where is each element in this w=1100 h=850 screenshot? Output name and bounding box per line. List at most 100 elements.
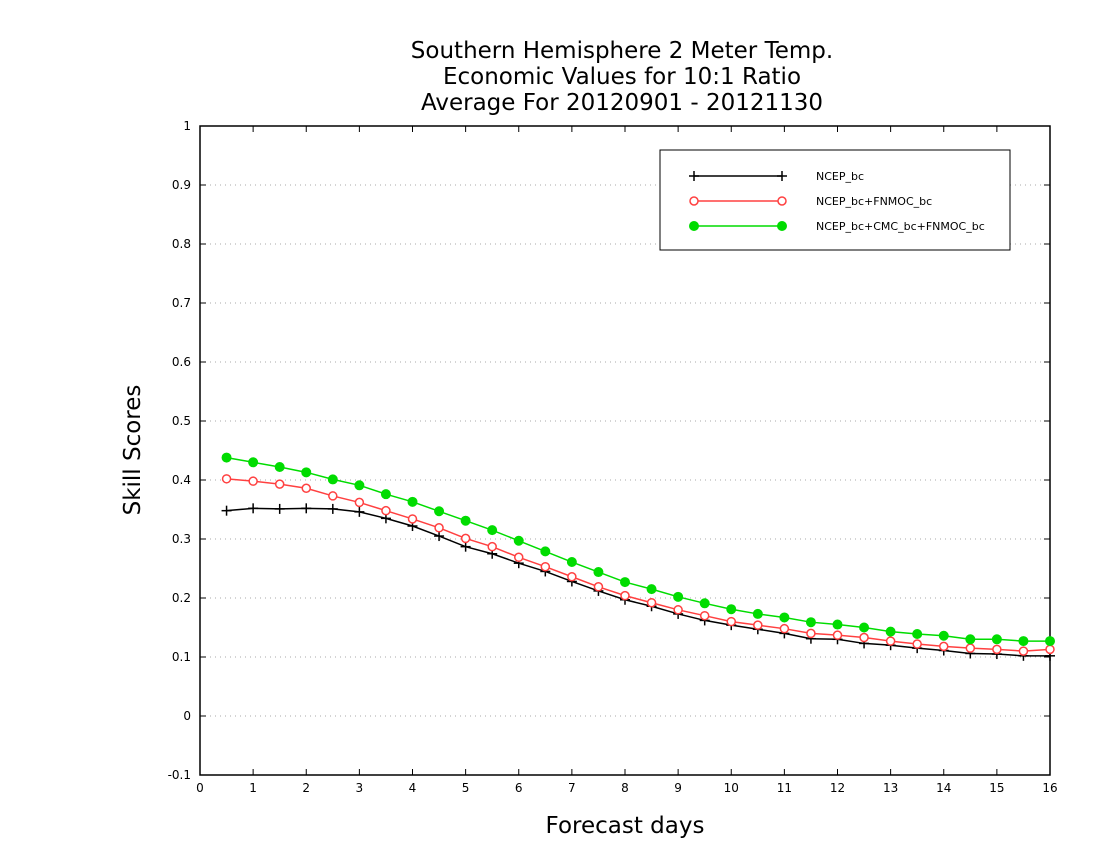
data-point [248, 457, 259, 468]
data-point [832, 619, 843, 630]
data-point [885, 636, 896, 646]
y-axis-label: Skill Scores [120, 385, 146, 516]
x-tick-label: 1 [249, 781, 257, 795]
data-point [1018, 646, 1029, 656]
data-point [380, 489, 391, 500]
data-point [301, 483, 311, 494]
data-point [832, 630, 843, 640]
data-point [859, 632, 869, 643]
y-tick-label: 0.4 [172, 473, 191, 487]
x-axis-ticks: 0 1 2 3 4 5 6 7 8 9 10 11 12 13 14 15 16 [196, 126, 1058, 795]
data-point [805, 617, 816, 628]
data-point [938, 630, 949, 641]
y-axis-ticks: -0.1 0 0.1 0.2 0.3 0.4 0.5 0.6 0.7 0.8 0.9 1 [168, 119, 1050, 782]
data-point [540, 561, 551, 572]
x-tick-label: 12 [830, 781, 845, 795]
data-point [965, 634, 976, 645]
data-point [354, 480, 365, 491]
data-point [699, 610, 710, 621]
x-tick-label: 14 [936, 781, 951, 795]
data-point [699, 598, 710, 609]
y-tick-label: 0 [183, 709, 191, 723]
data-point [726, 604, 737, 615]
data-point [407, 496, 418, 507]
y-tick-label: 0.2 [172, 591, 191, 605]
x-tick-label: 8 [621, 781, 629, 795]
data-point [248, 503, 259, 514]
data-point [221, 474, 232, 484]
data-point [965, 643, 976, 653]
data-point [487, 525, 498, 536]
data-point [646, 584, 657, 595]
y-tick-label: 0.5 [172, 414, 191, 428]
grid [200, 184, 1050, 717]
data-point [673, 605, 683, 615]
data-point [593, 582, 604, 592]
x-tick-label: 9 [674, 781, 682, 795]
y-tick-label: -0.1 [168, 768, 191, 782]
data-point [274, 479, 285, 489]
series-0 [221, 503, 1055, 661]
data-point [726, 616, 736, 627]
legend-item: NCEP_bc [689, 170, 864, 183]
data-point [514, 552, 524, 563]
data-point [434, 523, 444, 533]
chart-title-line: Southern Hemisphere 2 Meter Temp. [411, 38, 833, 64]
data-point [753, 620, 763, 630]
chart-title-line: Average For 20120901 - 20121130 [421, 90, 823, 116]
data-point [646, 597, 657, 608]
legend: NCEP_bc NCEP_bc+FNMOC_bc NCEP_bc+CMC_bc+FN… [659, 149, 1011, 251]
data-point [327, 503, 338, 514]
data-point [327, 474, 338, 485]
chart-title: Southern Hemisphere 2 Meter Temp.Economi… [411, 38, 833, 116]
series-line [226, 507, 1050, 657]
x-tick-label: 6 [515, 781, 523, 795]
series-2 [221, 452, 1055, 647]
data-point [673, 591, 684, 602]
data-point [354, 497, 365, 508]
data-point [859, 622, 870, 633]
legend-label: NCEP_bc [816, 170, 864, 183]
x-tick-label: 13 [883, 781, 898, 795]
legend-label: NCEP_bc+FNMOC_bc [816, 195, 932, 208]
legend-marker [689, 171, 699, 181]
x-axis-label: Forecast days [546, 813, 705, 839]
chart-title-line: Economic Values for 10:1 Ratio [443, 64, 801, 90]
legend-marker [777, 171, 787, 181]
series-layer [221, 452, 1055, 661]
x-tick-label: 2 [302, 781, 310, 795]
series-line [226, 456, 1050, 642]
data-point [939, 641, 949, 652]
legend-label: NCEP_bc+CMC_bc+FNMOC_bc [816, 220, 985, 233]
y-tick-label: 0.8 [172, 237, 191, 251]
data-point [806, 628, 816, 639]
data-point [248, 476, 258, 486]
x-tick-label: 10 [724, 781, 739, 795]
data-point [513, 535, 524, 546]
data-point [274, 503, 285, 514]
data-point [381, 505, 391, 516]
data-point [434, 531, 445, 542]
data-point [593, 567, 604, 578]
legend-marker [777, 221, 787, 231]
data-point [221, 505, 232, 516]
y-tick-label: 0.9 [172, 178, 191, 192]
data-point [912, 628, 923, 639]
data-point [779, 623, 790, 634]
data-point [566, 557, 577, 568]
data-point [540, 546, 551, 557]
x-tick-label: 0 [196, 781, 204, 795]
x-tick-label: 7 [568, 781, 576, 795]
data-point [301, 503, 312, 514]
y-tick-label: 1 [183, 119, 191, 133]
y-tick-label: 0.7 [172, 296, 191, 310]
data-point [434, 506, 445, 517]
data-point [221, 452, 232, 463]
x-tick-label: 11 [777, 781, 792, 795]
data-point [779, 612, 790, 623]
legend-item: NCEP_bc+CMC_bc+FNMOC_bc [689, 220, 985, 233]
data-point [1045, 644, 1055, 655]
series-1 [221, 474, 1055, 656]
data-point [460, 533, 471, 544]
